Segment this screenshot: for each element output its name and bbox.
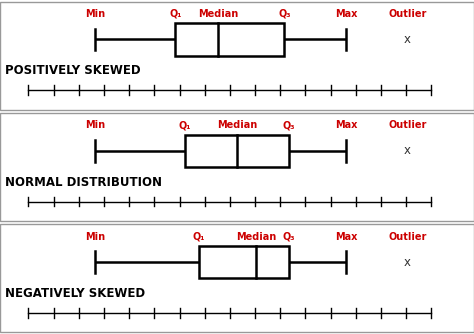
Bar <box>175 23 284 56</box>
Text: Q₁: Q₁ <box>193 231 205 241</box>
Text: Min: Min <box>85 231 105 241</box>
Text: Median: Median <box>236 231 276 241</box>
Text: x: x <box>404 144 411 157</box>
Text: Q₃: Q₃ <box>283 120 295 130</box>
Text: Median: Median <box>217 120 257 130</box>
Text: Q₃: Q₃ <box>283 231 295 241</box>
Text: Median: Median <box>198 9 238 19</box>
Text: Outlier: Outlier <box>389 231 427 241</box>
Text: Q₁: Q₁ <box>169 9 182 19</box>
Bar <box>199 246 289 278</box>
Text: Outlier: Outlier <box>389 120 427 130</box>
Text: NORMAL DISTRIBUTION: NORMAL DISTRIBUTION <box>5 176 162 189</box>
Text: x: x <box>404 256 411 269</box>
Text: Max: Max <box>335 120 357 130</box>
Text: Q₁: Q₁ <box>179 120 191 130</box>
Text: NEGATIVELY SKEWED: NEGATIVELY SKEWED <box>5 287 145 300</box>
Text: Min: Min <box>85 9 105 19</box>
Text: POSITIVELY SKEWED: POSITIVELY SKEWED <box>5 64 140 77</box>
Text: Min: Min <box>85 120 105 130</box>
Text: Max: Max <box>335 9 357 19</box>
Bar <box>185 135 289 167</box>
Text: Max: Max <box>335 231 357 241</box>
Text: x: x <box>404 33 411 46</box>
Text: Outlier: Outlier <box>389 9 427 19</box>
Text: Q₃: Q₃ <box>278 9 291 19</box>
